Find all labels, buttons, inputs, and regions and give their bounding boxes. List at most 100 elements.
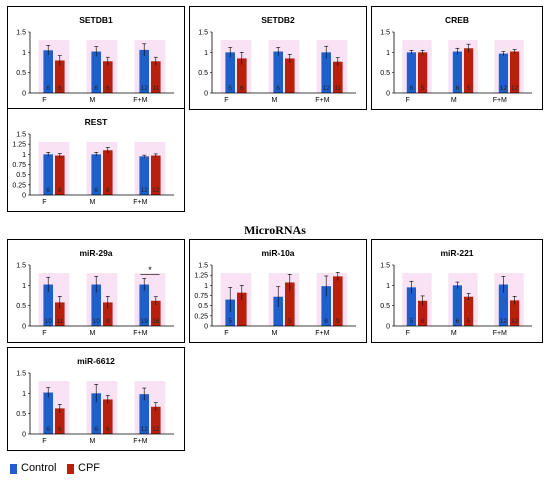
y-tick-label: 0.25 [194,313,208,320]
sample-size-label: 5 [228,318,232,325]
group-shade [86,142,118,195]
y-tick-label: 0 [22,432,26,439]
y-tick-label: 1.5 [16,371,26,378]
sample-size-label: 5 [421,85,425,92]
cpf-swatch [67,464,74,474]
section-heading: MicroRNAs [244,223,306,237]
group-shade [38,381,70,434]
x-tick-label: F+M [133,438,147,445]
sample-size-label: 12 [141,85,149,92]
control-bar [498,284,508,326]
control-bar [43,284,53,326]
cpf-bar [418,52,428,93]
cpf-bar [237,58,247,93]
chart-panel-creb: CREB 0 0.5 1 1.5 6 5 F 6 5 M 12 12 F+M [371,6,543,110]
x-tick-label: M [89,199,95,206]
x-tick-label: F [42,199,46,206]
y-tick-label: 1 [204,50,208,57]
cpf-bar [237,292,247,326]
cpf-bar [151,406,161,434]
y-tick-label: 1 [386,283,390,290]
sample-size-label: 5 [288,318,292,325]
control-bar [139,284,149,326]
sample-size-label: 12 [500,85,508,92]
sample-size-label: 12 [141,187,149,194]
sample-size-label: 6 [94,426,98,433]
y-tick-label: 1.5 [198,30,208,37]
sample-size-label: 12 [152,426,160,433]
control-bar [91,284,101,326]
group-shade [220,273,252,326]
sample-size-label: 9 [336,318,340,325]
group-shade [134,381,166,434]
sample-size-label: 12 [511,318,519,325]
control-bar [321,286,331,326]
control-bar [139,394,149,434]
y-tick-label: 1.25 [194,273,208,280]
group-shade [268,273,300,326]
y-tick-label: 1.5 [16,132,26,139]
sample-size-label: 6 [456,85,460,92]
control-bar [452,285,462,326]
x-tick-label: F+M [493,330,507,337]
cpf-bar [103,399,113,434]
group-shade [494,273,524,326]
y-tick-label: 1.5 [380,30,390,37]
sample-size-label: 6 [276,85,280,92]
y-tick-label: 0 [386,324,390,331]
sample-size-label: 12 [511,85,519,92]
y-tick-label: 0 [204,91,208,98]
group-shade [38,273,70,326]
sample-size-label: 6 [106,426,110,433]
chart-title: miR-10a [261,248,295,258]
group-shade [86,40,118,93]
sample-size-label: 6 [46,426,50,433]
cpf-bar [55,408,65,434]
sample-size-label: 6 [94,85,98,92]
cpf-bar [55,155,65,195]
x-tick-label: M [89,330,95,337]
group-shade [402,40,432,93]
sample-size-label: 9 [106,318,110,325]
sample-size-label: 6 [240,85,244,92]
chart-title: CREB [444,15,470,25]
sample-size-label: 6 [456,318,460,325]
control-bar [43,50,53,93]
group-shade [316,40,348,93]
chart-title: REST [84,117,108,127]
control-bar [273,296,283,326]
sample-size-label: 12 [500,318,508,325]
cpf-bar [55,302,65,326]
y-tick-label: 1 [386,50,390,57]
y-tick-label: 0.5 [198,70,208,77]
control-bar [498,53,508,93]
cpf-bar [418,300,428,326]
chart-panel-mir6612: miR-6612 0 0.5 1 1.5 6 6 F 6 6 M 12 12 F+M [7,347,185,451]
group-shade [316,273,348,326]
chart-panel-mir10a: miR-10a 0 0.25 0.5 0.75 1 1.25 1.5 5 F 5 M 8 9 F+M [189,239,367,343]
chart-panel-rest: REST 0 0.25 0.5 0.75 1 1.25 1.5 6 6 F 6 6 M 12 12 F+M [7,108,185,212]
group-shade [38,142,70,195]
chart-title: miR-29a [79,248,113,258]
group-shade [86,381,118,434]
chart-title: miR-6612 [77,356,115,366]
control-bar [43,154,53,195]
cpf-bar [510,51,520,93]
group-shade [38,40,70,93]
y-tick-label: 0.75 [194,293,208,300]
cpf-bar [151,61,161,93]
y-tick-label: 1 [22,391,26,398]
control-bar [273,51,283,93]
y-tick-label: 1.5 [380,263,390,270]
control-bar [406,52,416,93]
control-swatch [10,464,17,474]
sample-size-label: 8 [324,318,328,325]
x-tick-label: F [42,438,46,445]
sample-size-label: 6 [46,85,50,92]
group-shade [402,273,432,326]
x-tick-label: M [271,330,277,337]
y-tick-label: 0 [386,91,390,98]
cpf-bar [285,58,295,93]
